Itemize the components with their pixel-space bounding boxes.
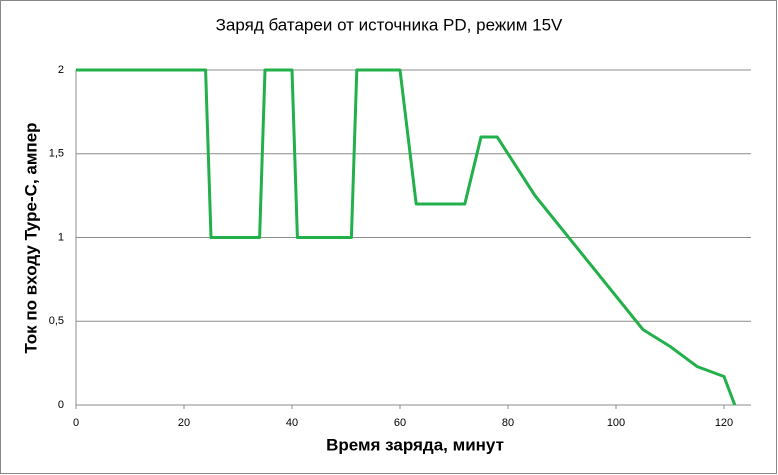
- x-tick-label: 60: [394, 417, 406, 429]
- y-tick-label: 0,5: [49, 315, 64, 327]
- y-tick-label: 0: [58, 399, 64, 411]
- y-tick-label: 1: [58, 231, 64, 243]
- x-tick-label: 80: [502, 417, 514, 429]
- y-tick-label: 1,5: [49, 148, 64, 160]
- data-line: [76, 68, 737, 406]
- x-tick-label: 20: [178, 417, 190, 429]
- x-tick-label: 100: [607, 417, 625, 429]
- x-tick-label: 120: [715, 417, 733, 429]
- x-tick-label: 40: [286, 417, 298, 429]
- chart-title: Заряд батареи от источника PD, режим 15V: [216, 15, 563, 34]
- x-tick-label: 0: [73, 417, 79, 429]
- y-axis-title: Ток по входу Type-C, ампер: [21, 122, 40, 353]
- x-axis-title: Время заряда, минут: [326, 435, 504, 454]
- y-tick-label: 2: [58, 64, 64, 76]
